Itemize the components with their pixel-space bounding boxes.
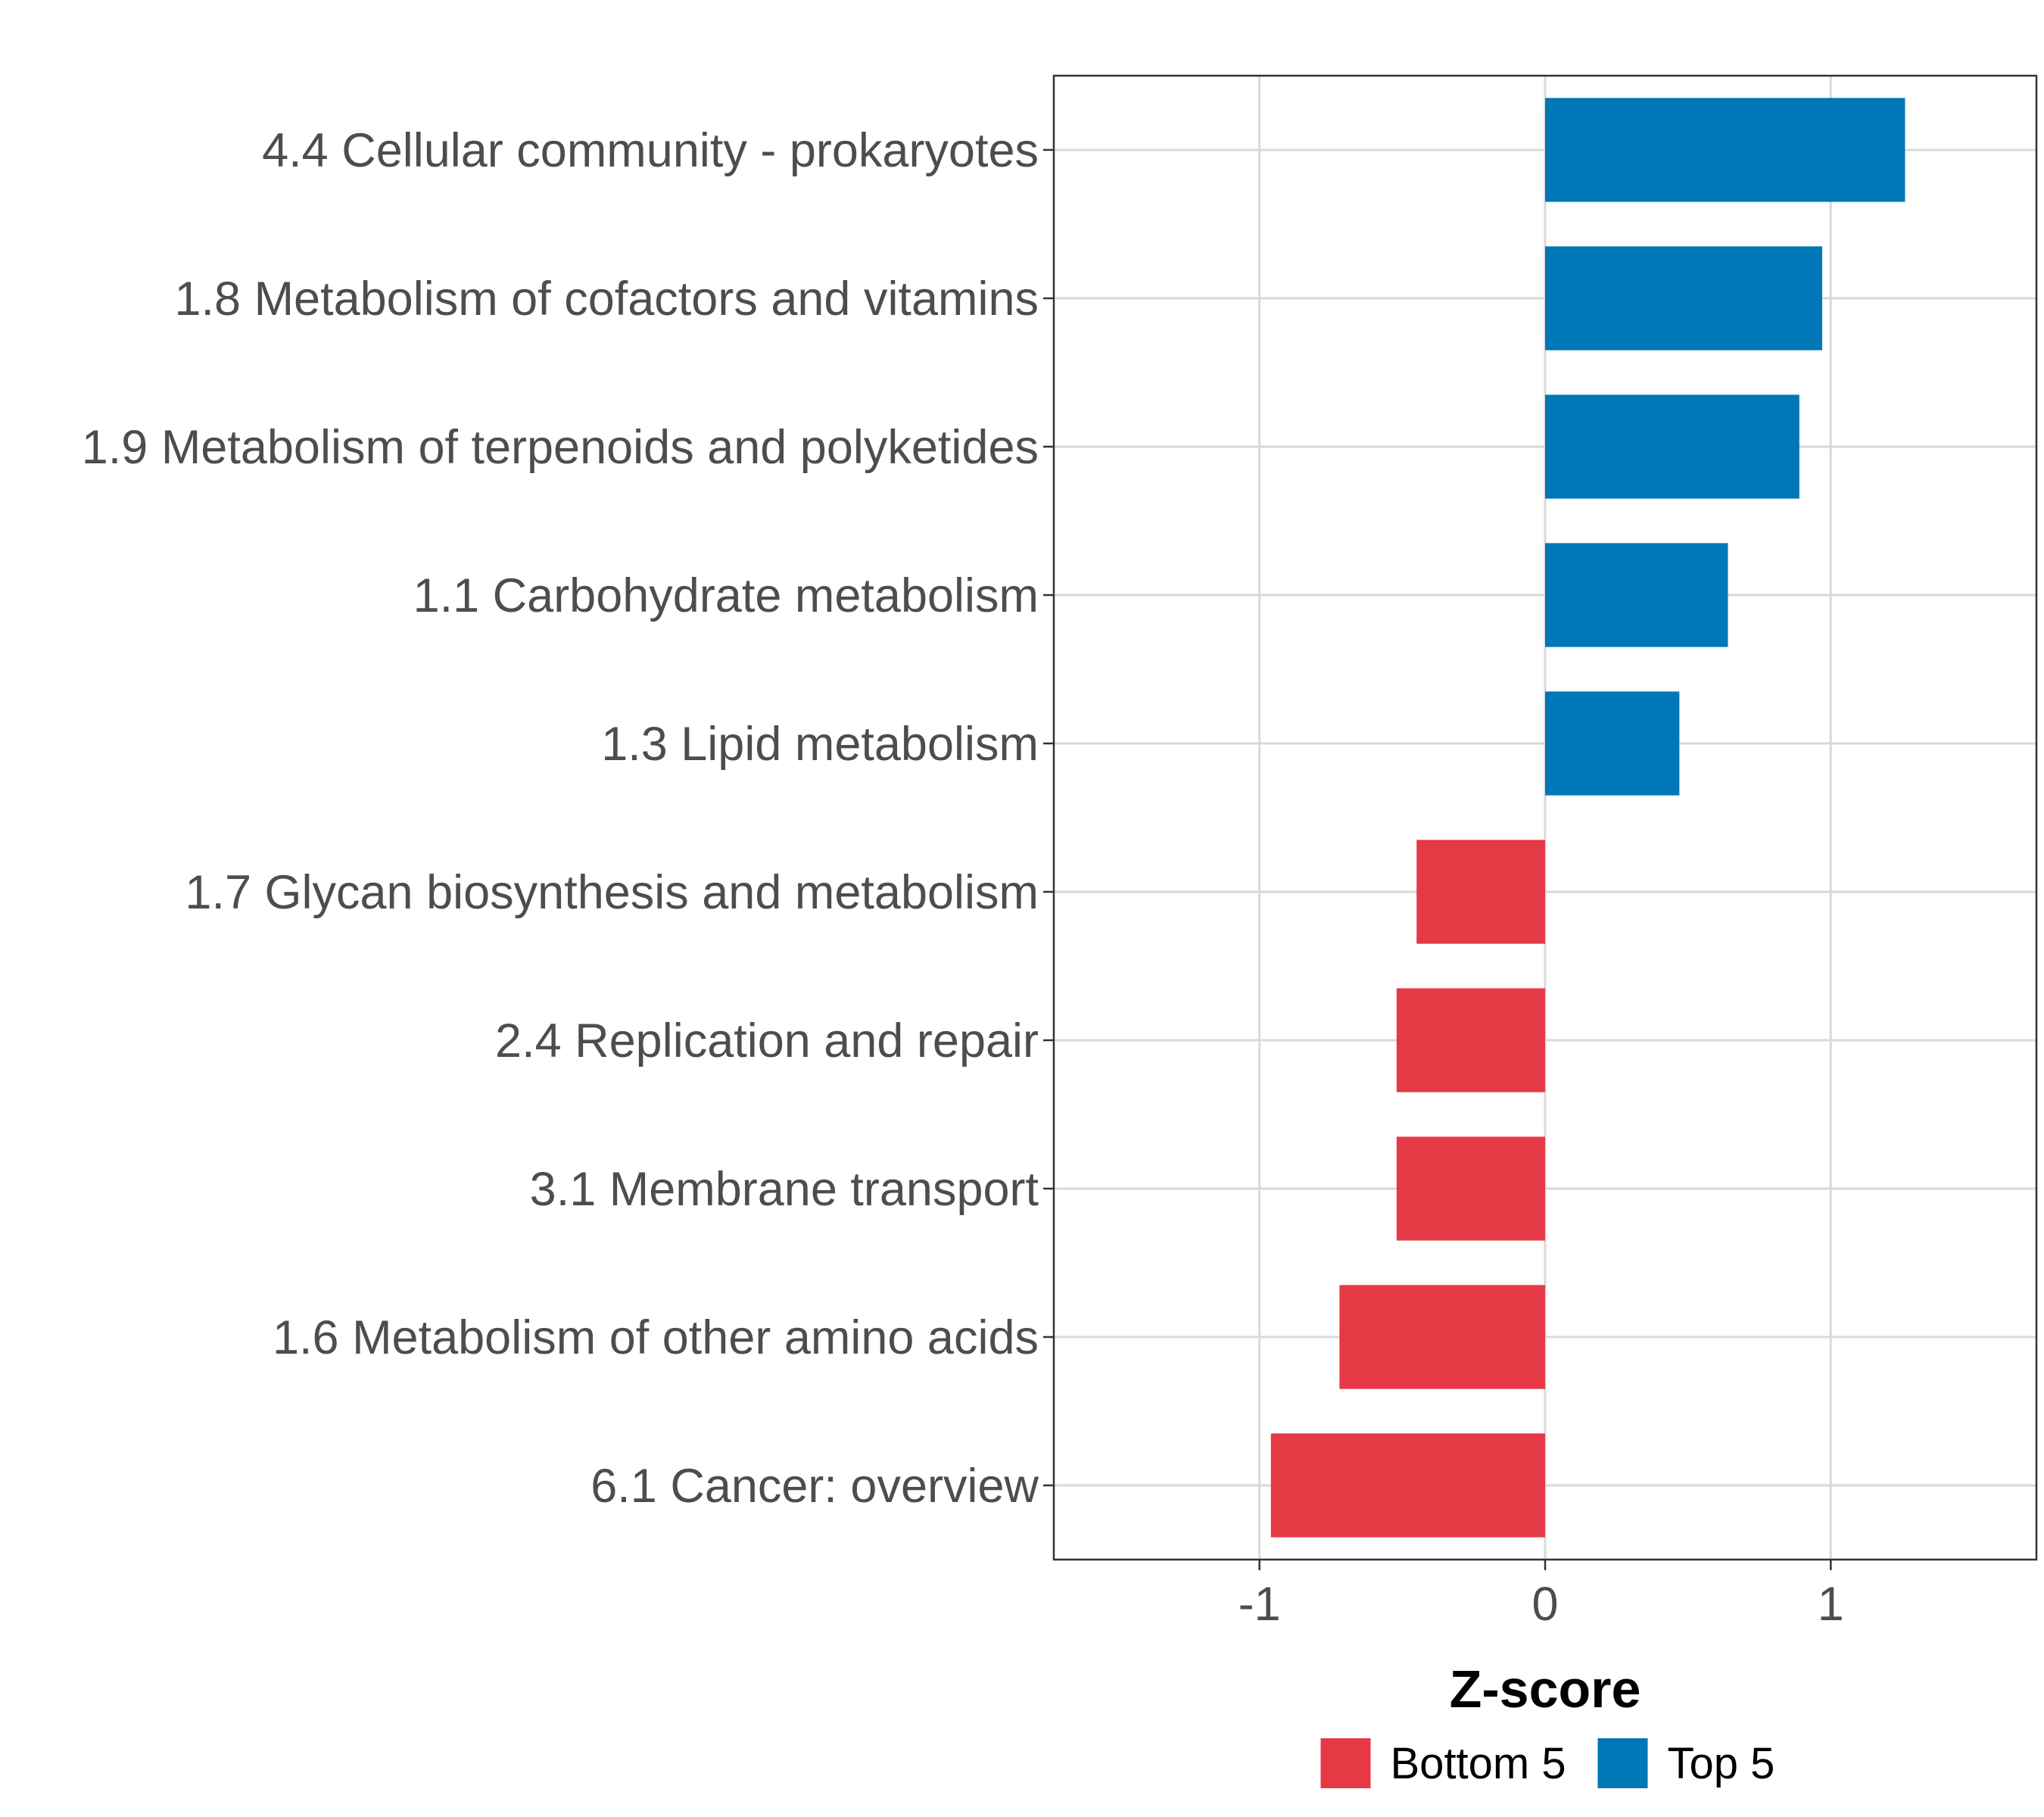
bar-5 <box>1545 691 1680 796</box>
legend: Bottom 5 Top 5 <box>1320 1738 1775 1788</box>
legend-item-bottom-5: Bottom 5 <box>1320 1738 1566 1788</box>
y-tick-label: 3.1 Membrane transport <box>530 1163 1039 1216</box>
bar-8 <box>1396 1136 1545 1241</box>
bar-4 <box>1545 543 1728 647</box>
x-axis: -1 0 1 <box>1239 1560 1844 1631</box>
legend-swatch <box>1597 1738 1648 1788</box>
y-tick-label: 6.1 Cancer: overview <box>590 1460 1039 1513</box>
legend-label: Bottom 5 <box>1391 1739 1566 1788</box>
x-tick-label: 1 <box>1818 1578 1844 1631</box>
x-axis-title: Z-score <box>1450 1660 1641 1719</box>
bar-7 <box>1396 988 1545 1092</box>
y-tick-label: 1.7 Glycan biosynthesis and metabolism <box>185 866 1039 919</box>
y-tick-label: 4.4 Cellular community - prokaryotes <box>262 124 1039 177</box>
y-tick-label: 1.8 Metabolism of cofactors and vitamins <box>174 273 1039 326</box>
bar-6 <box>1416 840 1545 944</box>
y-tick-label: 2.4 Replication and repair <box>495 1014 1039 1067</box>
y-axis: 4.4 Cellular community - prokaryotes 1.8 … <box>82 124 1054 1513</box>
legend-item-top-5: Top 5 <box>1597 1738 1775 1788</box>
bar-1 <box>1545 98 1905 202</box>
x-tick-label: -1 <box>1239 1578 1281 1631</box>
legend-label: Top 5 <box>1668 1739 1775 1788</box>
y-tick-label: 1.6 Metabolism of other amino acids <box>273 1311 1039 1364</box>
bars <box>1270 98 1905 1538</box>
bar-9 <box>1339 1285 1545 1389</box>
y-tick-label: 1.1 Carbohydrate metabolism <box>413 569 1039 622</box>
x-tick-label: 0 <box>1531 1578 1558 1631</box>
legend-swatch <box>1320 1738 1371 1788</box>
y-tick-label: 1.9 Metabolism of terpenoids and polyket… <box>82 421 1039 474</box>
y-tick-label: 1.3 Lipid metabolism <box>601 718 1039 771</box>
bar-10 <box>1270 1433 1545 1538</box>
bar-2 <box>1545 246 1823 351</box>
bar-3 <box>1545 394 1799 499</box>
